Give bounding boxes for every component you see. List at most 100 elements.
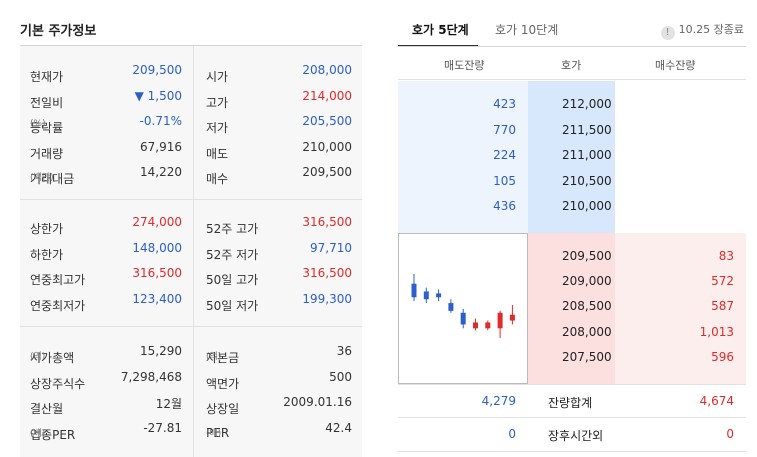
- info-value: 14,220: [140, 165, 182, 179]
- info-value: 205,500: [302, 114, 352, 128]
- summary-divider: [398, 417, 746, 418]
- info-value: 208,000: [302, 63, 352, 77]
- bid-price[interactable]: 208,000: [562, 324, 612, 339]
- ask-volume-area: [398, 81, 528, 233]
- info-row: 결산월 12월 상장일 2009.01.16: [30, 395, 352, 416]
- bid-volume-area: [615, 233, 746, 384]
- info-value: 500: [329, 369, 352, 384]
- bid-volume-header: 매수잔량: [655, 59, 696, 72]
- bid-row[interactable]: 207,500 596: [398, 345, 746, 370]
- title-divider: [20, 45, 362, 46]
- ask-row[interactable]: 105 210,500: [398, 169, 746, 194]
- info-row: 상장주식수 7,298,468 액면가 500: [30, 369, 352, 391]
- info-row: 연중최저가 123,400 50일 저가 199,300: [30, 291, 352, 313]
- total-ask-volume: 4,279: [481, 394, 516, 408]
- info-value: 97,710: [310, 240, 352, 255]
- info-value: 209,500: [132, 63, 182, 77]
- info-row: 거래량 67,916 매도 210,000: [30, 139, 352, 161]
- info-value: 274,000: [132, 215, 182, 229]
- info-value: 199,300: [302, 291, 352, 306]
- bid-price[interactable]: 208,500: [562, 299, 612, 314]
- total-label: 잔량합계: [548, 396, 593, 410]
- basic-info-panel: 기본 주가정보 현재가 209,500 시가 208,000 전일비 ▼ 1,500 고가 2…: [0, 0, 362, 457]
- ask-price-area: [528, 81, 615, 233]
- info-row: 업종PER (배) -27.81 PER (배) 42.4: [30, 420, 352, 442]
- info-value: 316,500: [132, 266, 182, 280]
- bid-volume: 83: [718, 249, 734, 263]
- ask-price[interactable]: 211,000: [562, 148, 612, 162]
- basic-info-table: 현재가 209,500 시가 208,000 전일비 ▼ 1,500 고가 214,000 등락…: [20, 46, 362, 457]
- bid-volume: 587: [711, 299, 734, 314]
- ask-row[interactable]: 423 212,000: [398, 92, 746, 117]
- info-value: 67,916: [140, 139, 182, 154]
- info-row: 거래대금 (백만) 14,220 매수 209,500: [30, 165, 352, 186]
- info-value: 7,298,468: [120, 369, 182, 384]
- bid-price[interactable]: 207,500: [562, 349, 612, 364]
- market-status-text: 10.25 장종료: [678, 23, 744, 36]
- orderbook-header: 매도잔량 호가 매수잔량: [398, 47, 746, 80]
- info-value: 316,500: [302, 266, 352, 280]
- bid-volume: 572: [711, 274, 734, 289]
- info-value: 210,000: [302, 139, 352, 154]
- group-divider: [20, 199, 362, 200]
- ask-row[interactable]: 770 211,500: [398, 118, 746, 143]
- info-value: 36: [336, 344, 352, 358]
- info-row: 상한가 274,000 52주 고가 316,500: [30, 215, 352, 236]
- ask-volume: 105: [493, 173, 516, 188]
- summary-divider: [398, 384, 746, 385]
- ask-row[interactable]: 224 211,000: [398, 143, 746, 168]
- candle-body: [411, 283, 417, 298]
- ask-volume-header: 매도잔량: [444, 59, 485, 72]
- info-row: 등락률 (%) -0.71% 저가 205,500: [30, 114, 352, 135]
- info-value: 316,500: [302, 215, 352, 229]
- info-value: 148,000: [132, 240, 182, 255]
- info-row: 전일비 ▼ 1,500 고가 214,000: [30, 88, 352, 110]
- candle-body: [423, 291, 429, 300]
- info-row: 시가총액 (억) 15,290 자본금 (억) 36: [30, 344, 352, 365]
- info-value: 209,500: [302, 165, 352, 179]
- info-icon[interactable]: !: [660, 26, 675, 40]
- candle-body: [485, 322, 491, 329]
- info-value: 2009.01.16: [283, 395, 352, 409]
- bid-row[interactable]: 209,500 83: [398, 244, 746, 269]
- ask-volume: 770: [493, 122, 516, 137]
- orderbook-panel: 호가 5단계 호가 10단계 ! 10.25 장종료 매도잔량 호가 매수잔량 4…: [398, 0, 746, 457]
- after-hours-ask: 0: [508, 427, 516, 441]
- info-value: 214,000: [302, 88, 352, 103]
- ask-price[interactable]: 211,500: [562, 122, 612, 137]
- ask-price[interactable]: 212,000: [562, 97, 612, 111]
- candle-body: [460, 312, 466, 325]
- ask-row[interactable]: 436 210,000: [398, 194, 746, 219]
- info-row: 현재가 209,500 시가 208,000: [30, 63, 352, 84]
- total-bid-volume: 4,674: [699, 394, 734, 408]
- info-value: -27.81: [143, 420, 182, 435]
- candle-body: [497, 312, 503, 329]
- after-hours-row: 0 장후시간외 0: [398, 422, 746, 447]
- ask-volume: 436: [493, 199, 516, 213]
- mini-candle-chart: [398, 233, 528, 384]
- info-row: 하한가 148,000 52주 저가 97,710: [30, 240, 352, 262]
- total-remaining-row: 4,279 잔량합계 4,674: [398, 389, 746, 414]
- bid-row[interactable]: 209,000 572: [398, 269, 746, 294]
- bid-volume: 596: [711, 349, 734, 364]
- price-header: 호가: [561, 59, 582, 72]
- candle-body: [509, 314, 515, 321]
- bid-row[interactable]: 208,000 1,013: [398, 320, 746, 345]
- basic-info-title: 기본 주가정보: [20, 24, 97, 39]
- ask-volume: 423: [493, 97, 516, 111]
- ask-volume: 224: [493, 148, 516, 162]
- ask-price[interactable]: 210,500: [562, 173, 612, 188]
- tab-orderbook-5[interactable]: 호가 5단계: [412, 23, 469, 37]
- ask-price[interactable]: 210,000: [562, 199, 612, 213]
- info-value: ▼ 1,500: [134, 88, 182, 103]
- tab-divider: [398, 46, 746, 47]
- group-divider: [20, 326, 362, 327]
- tab-orderbook-10[interactable]: 호가 10단계: [495, 23, 559, 37]
- bid-row[interactable]: 208,500 587: [398, 294, 746, 319]
- bid-price[interactable]: 209,500: [562, 249, 612, 263]
- bid-price[interactable]: 209,000: [562, 274, 612, 289]
- after-hours-bid: 0: [726, 427, 734, 441]
- info-value: -0.71%: [139, 114, 182, 128]
- info-value: 15,290: [140, 344, 182, 358]
- info-value: 42.4: [325, 420, 352, 435]
